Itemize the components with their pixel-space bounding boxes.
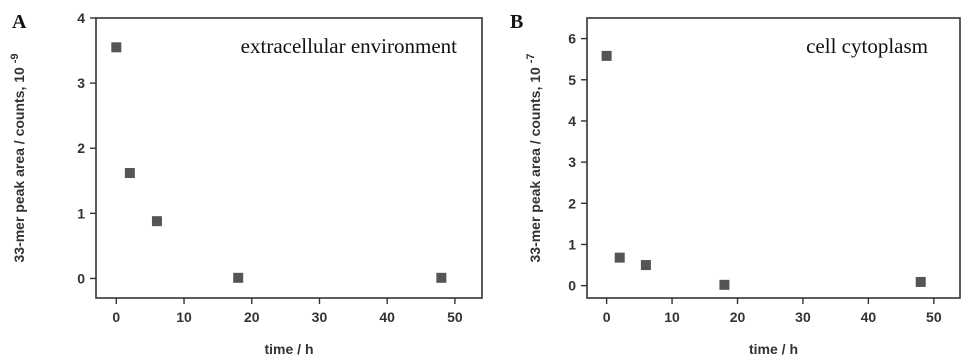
y-tick-label: 2 [77, 140, 85, 156]
x-tick-label: 20 [730, 309, 746, 325]
y-axis-title-text: 33-mer peak area / counts, 10 [11, 63, 27, 262]
data-point [436, 272, 447, 283]
plot-frame [586, 17, 961, 299]
y-axis-title-exponent: -7 [525, 54, 537, 64]
y-tick-label: 4 [568, 113, 576, 129]
x-tick-label: 30 [795, 309, 811, 325]
data-point [111, 42, 122, 53]
x-tick-label: 0 [112, 309, 120, 325]
data-point [719, 279, 730, 290]
data-point [601, 50, 612, 61]
x-tick-label: 50 [447, 309, 463, 325]
y-axis-title: 33-mer peak area / counts, 10 -7 [525, 54, 543, 263]
x-tick-label: 40 [861, 309, 877, 325]
data-point [151, 216, 162, 227]
y-axis-title: 33-mer peak area / counts, 10 -9 [9, 54, 27, 263]
x-tick-label: 10 [176, 309, 192, 325]
panel-a: 0 10 20 30 40 50 0 1 2 3 4 time / h 33-mer peak area… [9, 10, 483, 357]
y-tick-label: 5 [568, 72, 576, 88]
y-tick-label: 0 [568, 278, 576, 294]
data-point [124, 167, 135, 178]
panel-annotation: extracellular environment [241, 34, 457, 58]
y-tick-label: 3 [568, 154, 576, 170]
panel-letter: B [510, 11, 523, 33]
data-point [640, 260, 651, 271]
data-point [233, 272, 244, 283]
x-tick-label: 10 [664, 309, 680, 325]
plot-frame [95, 17, 483, 299]
y-tick-label: 4 [77, 10, 85, 26]
x-tick-label: 40 [379, 309, 395, 325]
y-tick-label: 1 [568, 236, 576, 252]
x-tick-label: 30 [312, 309, 328, 325]
panel-b: 0 10 20 30 40 50 0 1 2 3 4 5 6 time / h 33-mer peak ar… [510, 11, 961, 357]
x-axis-title: time / h [264, 341, 313, 357]
y-tick-label: 0 [77, 270, 85, 286]
x-tick-label: 0 [603, 309, 611, 325]
y-axis-title-text: 33-mer peak area / counts, 10 [527, 63, 543, 262]
y-tick-label: 1 [77, 205, 85, 221]
data-point [915, 276, 926, 287]
y-axis-title-exponent: -9 [9, 54, 21, 64]
panel-annotation: cell cytoplasm [806, 34, 928, 58]
y-tick-label: 6 [568, 31, 576, 47]
x-tick-label: 50 [926, 309, 942, 325]
data-point [614, 252, 625, 263]
y-tick-label: 2 [568, 195, 576, 211]
y-tick-label: 3 [77, 75, 85, 91]
x-tick-label: 20 [244, 309, 260, 325]
panel-letter: A [12, 11, 27, 33]
x-axis-title: time / h [749, 341, 798, 357]
